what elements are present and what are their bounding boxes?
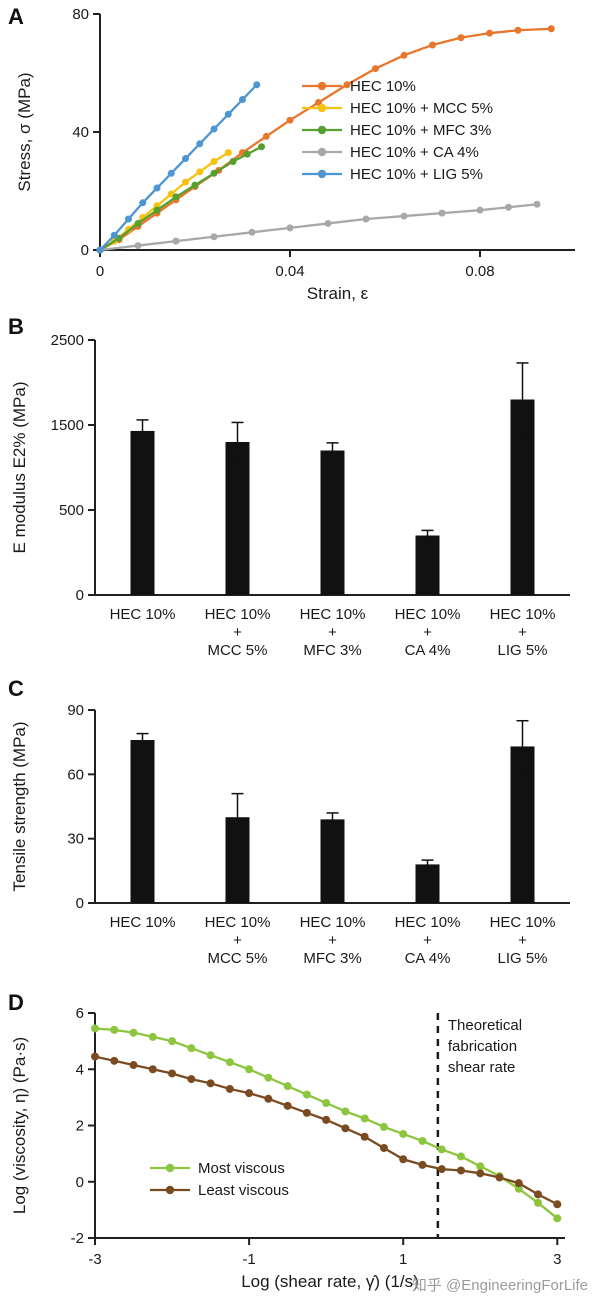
panel-a-label: A <box>8 4 24 29</box>
svg-text:0: 0 <box>96 263 104 280</box>
svg-text:MFC 3%: MFC 3% <box>303 950 361 967</box>
svg-text:shear rate: shear rate <box>448 1059 516 1076</box>
svg-text:HEC 10%: HEC 10% <box>300 606 366 623</box>
watermark: 知乎 @EngineeringForLife <box>411 1277 588 1294</box>
svg-text:E modulus E2% (MPa): E modulus E2% (MPa) <box>10 382 29 554</box>
svg-text:+: + <box>423 624 432 641</box>
svg-text:4: 4 <box>76 1061 84 1078</box>
svg-text:80: 80 <box>72 6 89 23</box>
svg-text:-2: -2 <box>71 1230 84 1247</box>
svg-text:Theoretical: Theoretical <box>448 1017 522 1034</box>
svg-text:MCC 5%: MCC 5% <box>207 642 267 659</box>
svg-text:2500: 2500 <box>51 332 84 349</box>
panel-d-label: D <box>8 990 24 1015</box>
svg-text:60: 60 <box>67 766 84 783</box>
svg-text:HEC 10%: HEC 10% <box>205 606 271 623</box>
svg-text:HEC 10% + LIG 5%: HEC 10% + LIG 5% <box>350 166 483 183</box>
svg-text:500: 500 <box>59 502 84 519</box>
svg-text:HEC 10%: HEC 10% <box>205 914 271 931</box>
svg-text:LIG 5%: LIG 5% <box>497 642 547 659</box>
tensile-strength-bar-chart: 0 30 60 90 Tensile strength (MPa) HEC 10% HEC … <box>10 702 570 967</box>
panel-c-label: C <box>8 676 24 701</box>
svg-text:MFC 3%: MFC 3% <box>303 642 361 659</box>
svg-text:MCC 5%: MCC 5% <box>207 950 267 967</box>
svg-text:1500: 1500 <box>51 417 84 434</box>
svg-text:HEC 10% + MFC 3%: HEC 10% + MFC 3% <box>350 122 491 139</box>
svg-text:HEC 10%: HEC 10% <box>395 606 461 623</box>
svg-text:3: 3 <box>553 1251 561 1268</box>
svg-text:1: 1 <box>399 1251 407 1268</box>
svg-text:+: + <box>518 932 527 949</box>
svg-text:-3: -3 <box>88 1251 101 1268</box>
svg-text:0: 0 <box>76 587 84 604</box>
e-modulus-bar-chart: 0 500 1500 2500 E modulus E2% (MPa) HEC 10% HE… <box>10 332 570 659</box>
svg-text:CA 4%: CA 4% <box>405 642 451 659</box>
svg-text:fabrication: fabrication <box>448 1038 517 1055</box>
svg-text:+: + <box>328 624 337 641</box>
svg-text:40: 40 <box>72 124 89 141</box>
svg-text:0: 0 <box>81 242 89 259</box>
svg-text:6: 6 <box>76 1005 84 1022</box>
svg-text:HEC 10%: HEC 10% <box>395 914 461 931</box>
svg-text:Most viscous: Most viscous <box>198 1160 285 1177</box>
svg-text:HEC 10%: HEC 10% <box>350 78 416 95</box>
svg-text:+: + <box>233 624 242 641</box>
stress-strain-line-chart: 0 0.04 0.08 0 40 80 Strain, ε Stress, σ (MPa) HE… <box>15 6 575 303</box>
svg-text:0: 0 <box>76 1174 84 1191</box>
svg-text:Stress, σ (MPa): Stress, σ (MPa) <box>15 72 34 191</box>
svg-text:Log (viscosity, η) (Pa·s): Log (viscosity, η) (Pa·s) <box>10 1037 29 1214</box>
svg-text:0: 0 <box>76 895 84 912</box>
svg-text:+: + <box>328 932 337 949</box>
panel-b-label: B <box>8 314 24 339</box>
svg-text:Tensile strength (MPa): Tensile strength (MPa) <box>10 721 29 891</box>
svg-text:Log (shear rate, γ̇) (1/s): Log (shear rate, γ̇) (1/s) <box>241 1272 419 1291</box>
svg-text:-1: -1 <box>242 1251 255 1268</box>
svg-text:+: + <box>233 932 242 949</box>
viscosity-shear-rate-chart: -3 -1 1 3 -2 0 2 4 6 Log (shear rate, γ̇) (1/s) Lo… <box>10 1005 565 1291</box>
svg-text:+: + <box>423 932 432 949</box>
svg-text:HEC 10% + MCC 5%: HEC 10% + MCC 5% <box>350 100 493 117</box>
svg-text:CA 4%: CA 4% <box>405 950 451 967</box>
svg-text:Strain, ε: Strain, ε <box>307 284 369 303</box>
svg-text:HEC 10%: HEC 10% <box>110 914 176 931</box>
svg-text:0.04: 0.04 <box>275 263 304 280</box>
svg-text:HEC 10% + CA 4%: HEC 10% + CA 4% <box>350 144 479 161</box>
svg-text:2: 2 <box>76 1118 84 1135</box>
svg-text:LIG 5%: LIG 5% <box>497 950 547 967</box>
svg-text:Least viscous: Least viscous <box>198 1182 289 1199</box>
svg-text:HEC 10%: HEC 10% <box>110 606 176 623</box>
svg-text:0.08: 0.08 <box>465 263 494 280</box>
svg-text:30: 30 <box>67 831 84 848</box>
svg-text:+: + <box>518 624 527 641</box>
svg-text:90: 90 <box>67 702 84 719</box>
svg-text:HEC 10%: HEC 10% <box>300 914 366 931</box>
svg-text:HEC 10%: HEC 10% <box>490 914 556 931</box>
svg-text:HEC 10%: HEC 10% <box>490 606 556 623</box>
